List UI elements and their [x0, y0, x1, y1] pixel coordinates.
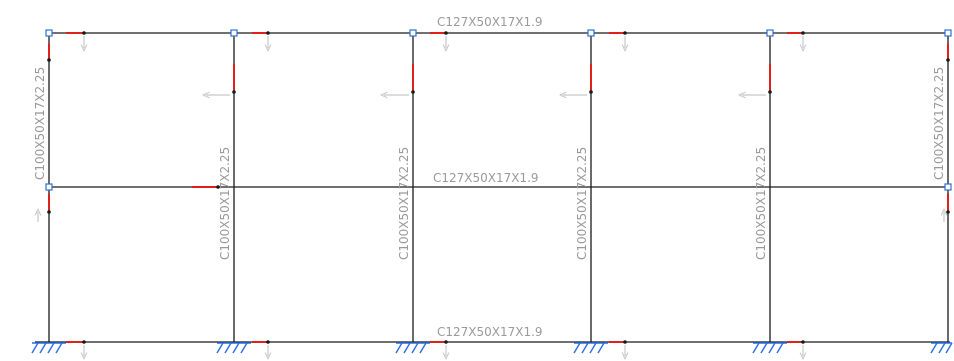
joint-node-icon[interactable]	[45, 183, 53, 191]
fixed-support-icon[interactable]	[216, 342, 251, 354]
joint-node-icon[interactable]	[587, 29, 595, 37]
joint-node-icon[interactable]	[45, 29, 53, 37]
fixed-support-icon[interactable]	[31, 342, 66, 354]
column-label-5: C100X50X17X2.25	[754, 147, 768, 260]
joint-node-icon[interactable]	[766, 29, 774, 37]
column-label-4: C100X50X17X2.25	[575, 147, 589, 260]
column-label-1: C100X50X17X2.25	[33, 67, 47, 180]
column-label-3: C100X50X17X2.25	[397, 147, 411, 260]
fixed-support-icon[interactable]	[573, 342, 608, 354]
joint-node-icon[interactable]	[230, 29, 238, 37]
joint-node-icon[interactable]	[409, 29, 417, 37]
column-label-2: C100X50X17X2.25	[218, 147, 232, 260]
fixed-support-icon[interactable]	[752, 342, 787, 354]
beam-label-top: C127X50X17X1.9	[437, 15, 543, 29]
joint-node-icon[interactable]	[944, 183, 952, 191]
joint-node-icon[interactable]	[944, 29, 952, 37]
beam-label-bottom: C127X50X17X1.9	[437, 325, 543, 339]
fixed-support-icon[interactable]	[930, 342, 953, 354]
beam-label-middle: C127X50X17X1.9	[433, 171, 539, 185]
column-label-6: C100X50X17X2.25	[932, 67, 946, 180]
fixed-support-icon[interactable]	[395, 342, 430, 354]
